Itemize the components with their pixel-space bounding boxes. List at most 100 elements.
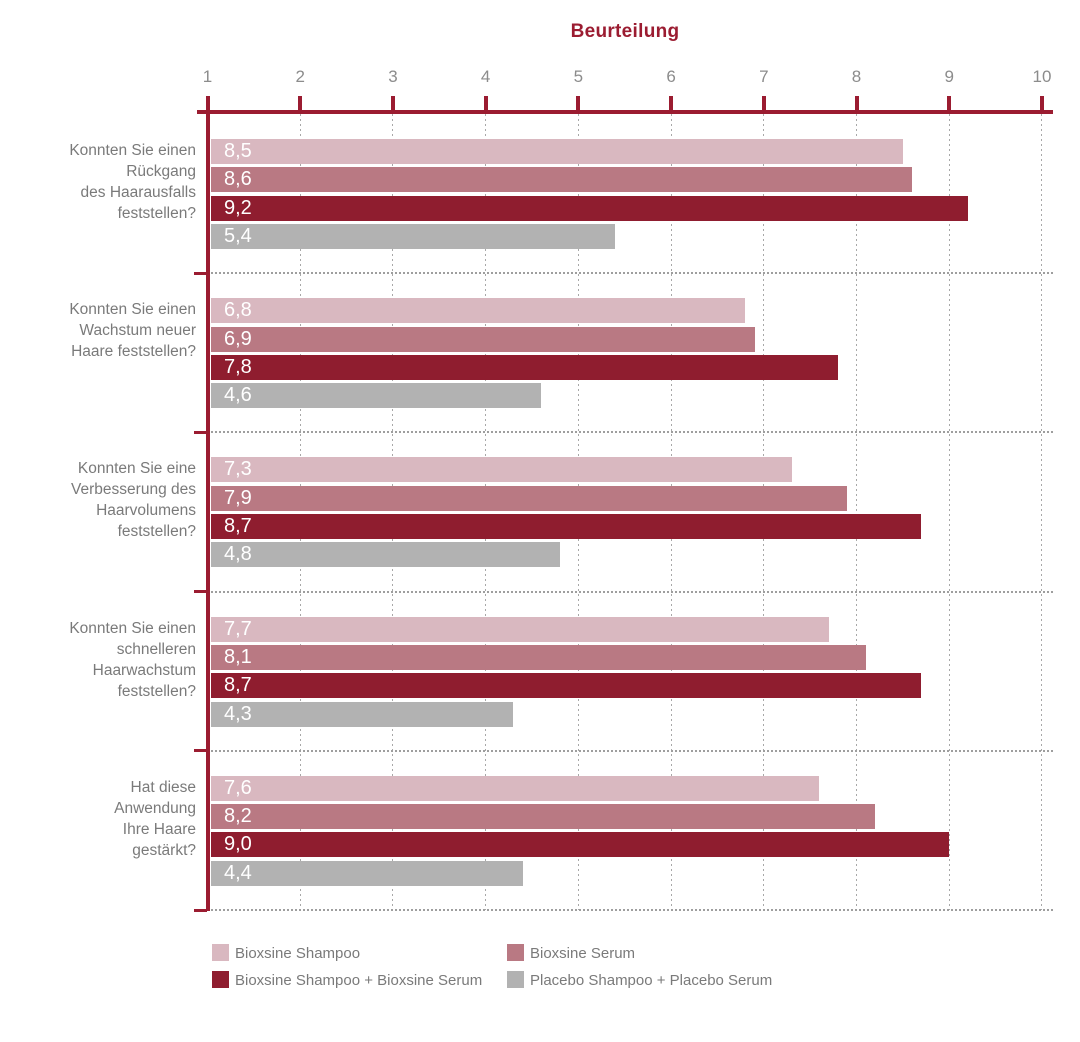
bar-value-label: 8,2	[224, 805, 252, 828]
group-separator	[211, 431, 1053, 434]
category-label: Konnten Sie einen Wachstum neuer Haare fes…	[16, 299, 196, 362]
bar-value-label: 7,6	[224, 776, 252, 799]
bar: 4,8	[211, 542, 560, 568]
bar-value-label: 8,1	[224, 645, 252, 668]
axis-tick-mark-3	[390, 96, 395, 111]
category-label-line: gestärkt?	[132, 841, 196, 859]
axis-tick-label-5: 5	[573, 67, 584, 86]
category-label-line: feststellen?	[117, 523, 196, 541]
bar-value-label: 4,6	[224, 384, 252, 407]
axis-tick-mark-5	[576, 96, 581, 111]
category-label-line: Anwendung	[114, 799, 196, 817]
category-label-line: Haarvolumens	[96, 502, 196, 520]
gridline-5	[577, 114, 579, 910]
bar-value-label: 7,9	[224, 486, 252, 509]
legend-swatch	[507, 971, 524, 988]
category-label-line: Hat diese	[130, 778, 196, 796]
legend-label: Bioxsine Serum	[530, 945, 636, 962]
axis-tick-label-7: 7	[759, 67, 769, 86]
group-separator	[211, 749, 1053, 752]
category-label-line: Rückgang	[126, 163, 196, 180]
legend-label: Placebo Shampoo + Placebo Serum	[530, 972, 773, 989]
bar: 5,4	[211, 223, 616, 249]
bar-value-label: 9,2	[224, 196, 252, 219]
category-label-line: Konnten Sie einen	[69, 301, 196, 319]
bar: 8,7	[211, 514, 922, 539]
bar: 4,4	[211, 860, 523, 886]
category-label-line: Konnten Sie einen	[69, 619, 196, 637]
bar-value-label: 8,7	[224, 515, 252, 537]
gridline-7	[763, 114, 765, 910]
axis-tick-label-6: 6	[666, 67, 676, 86]
bar-value-label: 4,8	[224, 543, 252, 566]
bar: 8,1	[211, 644, 866, 670]
group-tick	[194, 590, 207, 594]
bar: 8,2	[211, 804, 876, 830]
axis-tick-label-1: 1	[202, 67, 213, 86]
category-label-line: Wachstum neuer	[79, 322, 196, 340]
axis-line-x	[197, 110, 1053, 114]
category-label-line: des Haarausfalls	[80, 184, 196, 201]
bar: 9,2	[211, 195, 968, 221]
bar-value-label: 7,8	[224, 355, 252, 378]
bar-value-label: 4,3	[224, 702, 252, 725]
axis-tick-label-4: 4	[480, 67, 491, 86]
group-tick	[194, 908, 207, 912]
axis-tick-mark-4	[483, 96, 488, 111]
category-label: Konnten Sie eine Verbesserung des Haarvolu…	[16, 458, 196, 542]
bar: 6,9	[211, 326, 755, 352]
gridline-2	[299, 114, 301, 910]
bar-value-label: 7,7	[224, 617, 252, 640]
axis-tick-mark-7	[761, 96, 766, 111]
bar: 7,9	[211, 485, 848, 511]
bar-value-label: 8,6	[224, 168, 252, 191]
bar: 7,7	[211, 616, 829, 642]
axis-tick-mark-8	[854, 96, 859, 111]
axis-tick-label-3: 3	[388, 67, 398, 86]
bar-value-label: 4,4	[224, 861, 252, 884]
category-label: Konnten Sie einen schnelleren Haarwachstum…	[16, 618, 196, 702]
category-label-line: feststellen?	[117, 682, 196, 700]
gridline-3	[392, 114, 394, 910]
axis-tick-label-9: 9	[944, 67, 954, 86]
axis-line-y	[206, 96, 210, 911]
category-label: Hat diese Anwendung Ihre Haare gestärkt?	[16, 777, 196, 861]
legend-label: Bioxsine Shampoo	[235, 945, 361, 962]
chart-title: Beurteilung	[570, 21, 680, 42]
bar-value-label: 9,0	[224, 833, 252, 856]
bar-value-label: 6,8	[224, 299, 252, 322]
axis-tick-mark-6	[669, 96, 674, 111]
gridline-10	[1041, 114, 1043, 910]
category-label-line: Konnten Sie einen	[69, 142, 196, 159]
axis-tick-mark-9	[947, 96, 952, 111]
bar: 8,5	[211, 139, 903, 164]
gridline-9	[948, 114, 950, 910]
group-separator	[211, 272, 1053, 275]
group-separator	[211, 590, 1053, 593]
group-separator	[211, 909, 1053, 911]
gridline-8	[856, 114, 858, 910]
legend: Bioxsine Shampoo Bioxsine Serum Bioxsine S…	[0, 930, 1080, 1010]
group-tick	[194, 749, 207, 753]
bar: 8,6	[211, 167, 913, 193]
bar: 7,8	[211, 354, 838, 380]
bar: 4,6	[211, 383, 542, 409]
gridline-6	[670, 114, 672, 910]
bar: 9,0	[211, 832, 950, 858]
category-label-line: schnelleren	[116, 640, 196, 658]
axis-tick-label-2: 2	[295, 67, 305, 86]
bar: 4,3	[211, 701, 514, 727]
axis-tick-label-10: 10	[1032, 67, 1052, 86]
group-tick	[194, 430, 207, 434]
category-label-line: Verbesserung des	[71, 481, 196, 499]
category-label-line: feststellen?	[117, 205, 196, 222]
legend-label: Bioxsine Shampoo + Bioxsine Serum	[235, 972, 483, 989]
category-label: Konnten Sie einen Rückgang des Haarausfall…	[16, 140, 196, 224]
category-label-line: Ihre Haare	[122, 820, 196, 838]
category-label-line: Konnten Sie eine	[77, 460, 196, 478]
bar: 6,8	[211, 298, 746, 324]
gridline-4	[485, 114, 487, 910]
axis-tick-mark-2	[298, 96, 303, 111]
bar-value-label: 7,3	[224, 458, 252, 481]
